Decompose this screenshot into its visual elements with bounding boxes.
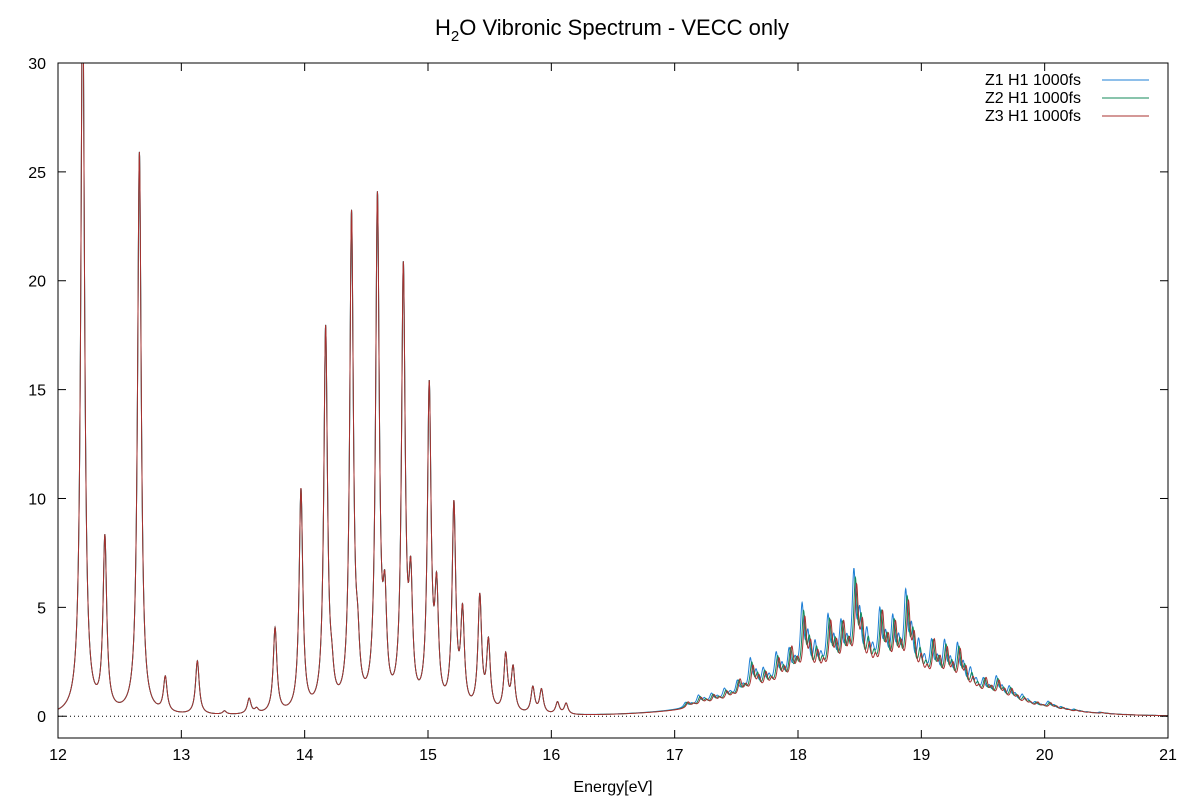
x-tick-label: 18 (789, 747, 807, 764)
plot-frame (57, 62, 1169, 739)
tick-labels-group: 12 13 14 15 16 17 18 19 20 21 0 5 10 15 20 25 30 (28, 56, 1177, 764)
x-tick-label: 17 (666, 747, 684, 764)
x-axis-label: Energy[eV] (573, 779, 652, 796)
y-tick-label: 0 (37, 709, 46, 726)
legend-entry-label: Z3 H1 1000fs (985, 108, 1081, 125)
series-group (58, 63, 1168, 717)
ticks-group (57, 62, 1169, 738)
legend-entry-label: Z2 H1 1000fs (985, 90, 1081, 107)
chart-title-subscript: 2 (451, 28, 459, 45)
y-tick-label: 30 (28, 56, 46, 73)
x-tick-label: 13 (172, 747, 190, 764)
chart-title-suffix: O Vibronic Spectrum - VECC only (459, 15, 789, 40)
legend-entry-label: Z1 H1 1000fs (985, 72, 1081, 89)
x-tick-label: 19 (912, 747, 930, 764)
x-tick-label: 20 (1036, 747, 1054, 764)
y-tick-label: 5 (37, 600, 46, 617)
x-tick-label: 14 (296, 747, 314, 764)
x-tick-label: 12 (49, 747, 67, 764)
chart-title: H2O Vibronic Spectrum - VECC only (435, 15, 789, 45)
x-tick-label: 21 (1159, 747, 1177, 764)
series-line-3 (58, 63, 1168, 717)
x-tick-label: 16 (542, 747, 560, 764)
chart-title-prefix: H (435, 15, 451, 40)
y-tick-label: 10 (28, 491, 46, 508)
y-tick-label: 25 (28, 165, 46, 182)
y-tick-label: 20 (28, 274, 46, 291)
x-tick-label: 15 (419, 747, 437, 764)
y-tick-label: 15 (28, 383, 46, 400)
